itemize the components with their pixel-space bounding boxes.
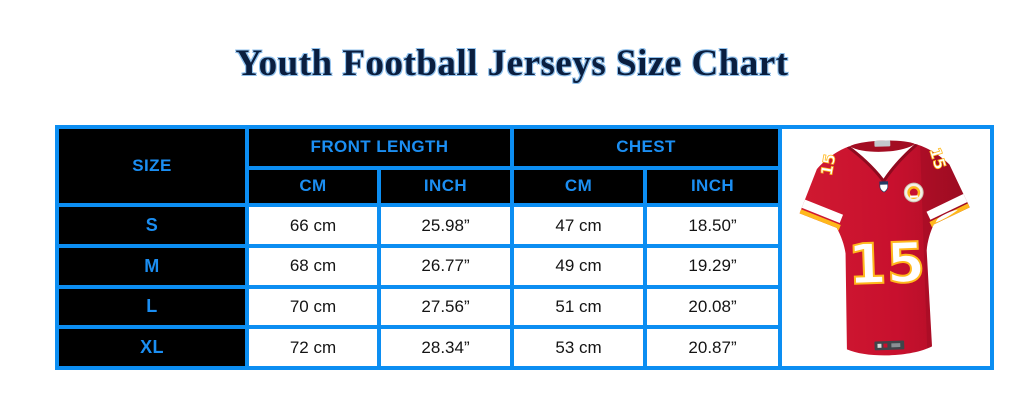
subheader-front-length-inch: INCH xyxy=(376,165,515,208)
jersey-image: 15 15 15 xyxy=(783,128,989,370)
chest-inch-cell: 18.50” xyxy=(643,203,783,248)
front-length-cm-cell: 66 cm xyxy=(245,203,381,248)
nfl-shield-icon xyxy=(879,181,889,193)
chest-cm-cell: 51 cm xyxy=(510,284,648,330)
jersey-collar-trim xyxy=(846,142,919,184)
chest-cm-cell: 49 cm xyxy=(510,243,648,289)
column-header-chest: CHEST xyxy=(510,125,783,170)
chest-inch-cell: 20.08” xyxy=(643,284,783,330)
red-football-jersey-graphic: 15 15 15 xyxy=(797,140,975,359)
chest-cm-cell: 53 cm xyxy=(510,325,648,370)
chest-cm-cell: 47 cm xyxy=(510,203,648,248)
column-header-front-length: FRONT LENGTH xyxy=(244,125,515,170)
size-chart-table: SIZE FRONT LENGTH CHEST xyxy=(55,124,995,370)
front-length-inch-cell: 27.56” xyxy=(376,284,515,330)
team-patch-icon xyxy=(903,182,924,203)
table-row-s: S 66 cm 25.98” 47 cm 18.50” xyxy=(55,203,992,248)
size-cell: XL xyxy=(55,325,249,370)
chest-inch-cell: 20.87” xyxy=(643,325,783,370)
front-length-inch-cell: 26.77” xyxy=(376,243,515,289)
jersey-left-shoulder-number: 15 xyxy=(817,152,840,177)
front-length-inch-cell: 25.98” xyxy=(376,203,515,248)
jersey-chest-number: 15 xyxy=(847,231,926,298)
jersey-back-collar xyxy=(849,140,916,152)
swoosh-icon xyxy=(935,209,958,223)
subheader-chest-inch: INCH xyxy=(643,165,783,208)
jersey-shading xyxy=(919,142,975,359)
table-row-xl: XL 72 cm 28.34” 53 cm 20.87” xyxy=(55,325,992,370)
size-cell: L xyxy=(55,284,249,330)
chest-inch-cell: 19.29” xyxy=(643,243,783,289)
size-cell: S xyxy=(55,203,249,248)
subheader-chest-cm: CM xyxy=(510,165,648,208)
front-length-cm-cell: 70 cm xyxy=(245,284,381,330)
front-length-cm-cell: 68 cm xyxy=(245,243,381,289)
size-cell: M xyxy=(55,243,249,289)
table-row-m: M 68 cm 26.77” 49 cm 19.29” xyxy=(55,243,992,289)
table-row-l: L 70 cm 27.56” 51 cm 20.08” xyxy=(55,284,992,330)
jersey-body xyxy=(799,143,970,356)
front-length-cm-cell: 72 cm xyxy=(245,325,381,370)
page-title: Youth Football Jerseys Size Chart xyxy=(235,43,789,84)
subheader-front-length-cm: CM xyxy=(245,165,381,208)
column-header-size: SIZE xyxy=(55,124,249,208)
jersey-image-cell: 15 15 15 xyxy=(778,125,995,370)
front-length-inch-cell: 28.34” xyxy=(376,325,515,370)
jock-tag xyxy=(874,340,905,351)
